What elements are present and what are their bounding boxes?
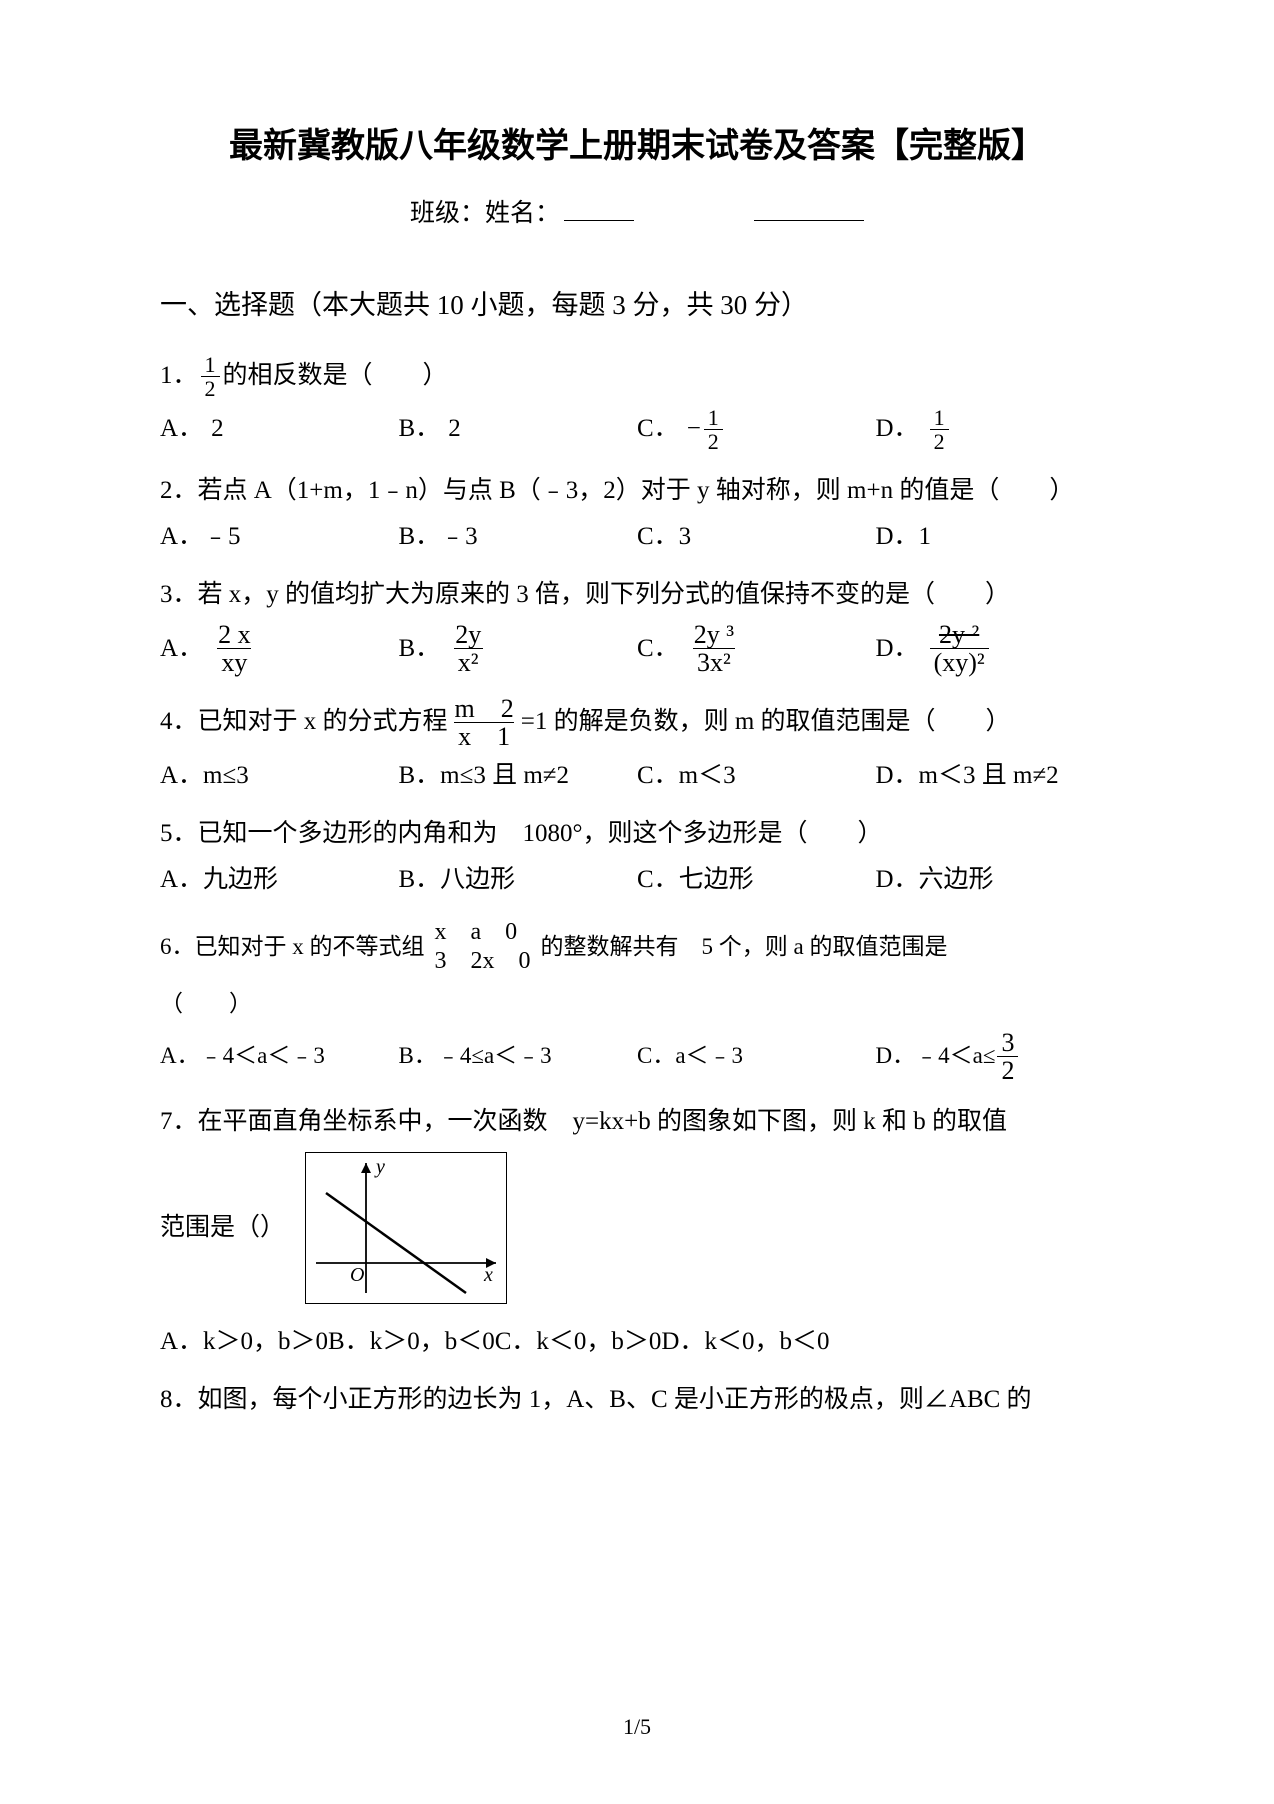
q7-opts: A．k＞0，b＞0B．k＞0，b＜0C．k＜0，b＞0D．k＜0，b＜0 <box>160 1322 1114 1362</box>
question-5: 5．已知一个多边形的内角和为 1080°，则这个多边形是（ ） A．九边形 B．… <box>160 814 1114 900</box>
x-axis-label: x <box>483 1264 493 1286</box>
q6-stem-c: （ ） <box>160 986 1114 1023</box>
question-3: 3．若 x，y 的值均扩大为原来的 3 倍，则下列分式的值保持不变的是（ ） A… <box>160 575 1114 677</box>
y-axis-label: y <box>374 1156 385 1178</box>
section-1-heading: 一、选择题（本大题共 10 小题，每题 3 分，共 30 分） <box>160 284 1114 327</box>
question-1: 1． 1 2 的相反数是（ ） A． 2 B． 2 C． − 1 2 <box>160 353 1114 453</box>
q2-opt-c: C．3 <box>637 517 876 557</box>
q1-opt-b: B． 2 <box>399 406 638 453</box>
page: 最新冀教版八年级数学上册期末试卷及答案【完整版】 班级：姓名： 一、选择题（本大… <box>0 0 1274 1804</box>
q8-stem: 8．如图，每个小正方形的边长为 1，A、B、C 是小正方形的极点，则∠ABC 的 <box>160 1380 1114 1420</box>
q6-inequality-group: x a 0 3 2x 0 <box>435 918 531 976</box>
q3-stem: 3．若 x，y 的值均扩大为原来的 3 倍，则下列分式的值保持不变的是（ ） <box>160 575 1114 615</box>
q6-opt-b: B．﹣4≤a＜﹣3 <box>399 1038 638 1075</box>
q2-opt-a: A．﹣5 <box>160 517 399 557</box>
q7-stem2: 范围是（） <box>160 1208 285 1248</box>
question-2: 2．若点 A（1+m，1﹣n）与点 B（﹣3，2）对于 y 轴对称，则 m+n … <box>160 471 1114 557</box>
name-blank <box>564 220 634 221</box>
q6-opt-d: D．﹣4＜a≤ 3 2 <box>876 1029 1115 1085</box>
subtitle-prefix: 班级：姓名： <box>410 200 560 227</box>
q6-opt-a: A．﹣4＜a＜﹣3 <box>160 1038 399 1075</box>
q4-opt-c: C．m＜3 <box>637 756 876 796</box>
q2-stem: 2．若点 A（1+m，1﹣n）与点 B（﹣3，2）对于 y 轴对称，则 m+n … <box>160 471 1114 511</box>
q2-opt-b: B．﹣3 <box>399 517 638 557</box>
q5-opt-d: D．六边形 <box>876 860 1115 900</box>
q6-stem-a: 6．已知对于 x 的不等式组 <box>160 929 425 966</box>
q4-stem-b: =1 的解是负数，则 m 的取值范围是（ ） <box>521 702 1011 742</box>
q3-a-frac: 2 x xy <box>214 621 255 677</box>
q1-stem-suffix: 的相反数是（ ） <box>223 356 448 396</box>
q3-opt-b: B． 2y x² <box>399 621 638 677</box>
q3-c-frac: 2y ³ 3x² <box>690 621 738 677</box>
q7-stem: 7．在平面直角坐标系中，一次函数 y=kx+b 的图象如下图，则 k 和 b 的… <box>160 1102 1114 1142</box>
q7-graph: y x O <box>305 1152 507 1304</box>
q1-opt-a: A． 2 <box>160 406 399 453</box>
q4-opt-a: A．m≤3 <box>160 756 399 796</box>
q6-opt-c: C．a＜﹣3 <box>637 1038 876 1075</box>
question-8: 8．如图，每个小正方形的边长为 1，A、B、C 是小正方形的极点，则∠ABC 的 <box>160 1380 1114 1420</box>
q1-stem-frac: 1 2 <box>201 353 220 400</box>
q6-stem-b: 的整数解共有 5 个，则 a 的取值范围是 <box>541 929 948 966</box>
q3-opt-d: D． 2y ² (xy)² <box>876 621 1115 677</box>
q5-opt-c: C．七边形 <box>637 860 876 900</box>
subtitle-row: 班级：姓名： <box>160 194 1114 234</box>
q5-stem: 5．已知一个多边形的内角和为 1080°，则这个多边形是（ ） <box>160 814 1114 854</box>
q1-c-frac: 1 2 <box>704 406 723 453</box>
question-4: 4．已知对于 x 的分式方程 m 2 x 1 =1 的解是负数，则 m 的取值范… <box>160 695 1114 797</box>
q2-opt-d: D．1 <box>876 517 1115 557</box>
q3-b-frac: 2y x² <box>451 621 485 677</box>
origin-label: O <box>350 1264 364 1286</box>
q1-stem-prefix: 1． <box>160 356 198 396</box>
q6-d-frac: 3 2 <box>997 1029 1018 1085</box>
q1-opt-d: D． 1 2 <box>876 406 1115 453</box>
q3-opt-a: A． 2 x xy <box>160 621 399 677</box>
q1-d-frac: 1 2 <box>930 406 949 453</box>
q4-opt-d: D．m＜3 且 m≠2 <box>876 756 1115 796</box>
page-number: 1/5 <box>0 1709 1274 1744</box>
question-7: 7．在平面直角坐标系中，一次函数 y=kx+b 的图象如下图，则 k 和 b 的… <box>160 1102 1114 1362</box>
q5-opt-b: B．八边形 <box>399 860 638 900</box>
question-6: 6．已知对于 x 的不等式组 x a 0 3 2x 0 的整数解共有 5 个，则… <box>160 918 1114 1084</box>
q4-frac: m 2 x 1 <box>451 695 518 751</box>
q1-opt-c: C． − 1 2 <box>637 406 876 453</box>
q3-d-frac: 2y ² (xy)² <box>930 621 989 677</box>
q3-opt-c: C． 2y ³ 3x² <box>637 621 876 677</box>
exam-title: 最新冀教版八年级数学上册期末试卷及答案【完整版】 <box>160 120 1114 174</box>
q4-stem-a: 4．已知对于 x 的分式方程 <box>160 702 448 742</box>
q5-opt-a: A．九边形 <box>160 860 399 900</box>
q7-graph-svg: y x O <box>306 1153 506 1303</box>
q4-opt-b: B．m≤3 且 m≠2 <box>399 756 638 796</box>
class-blank <box>754 220 864 221</box>
